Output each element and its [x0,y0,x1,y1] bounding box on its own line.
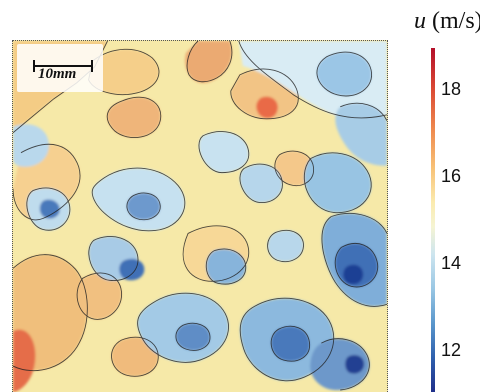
contour-field-image [13,41,387,392]
colorbar-title: u (m/s) [414,8,480,35]
scale-bar-label: 10mm [38,66,77,82]
colorbar-unit: (m/s) [432,8,480,34]
colorbar-variable: u [414,8,426,34]
velocity-contour-map [12,40,388,392]
scale-bar [33,60,93,72]
colorbar-tick-12: 12 [441,340,462,360]
colorbar-tick-14: 14 [441,253,462,273]
colorbar-tick-16: 16 [441,166,462,186]
scale-bar-panel [17,44,103,92]
colorbar-tick-18: 18 [441,79,462,99]
colorbar [431,48,435,392]
